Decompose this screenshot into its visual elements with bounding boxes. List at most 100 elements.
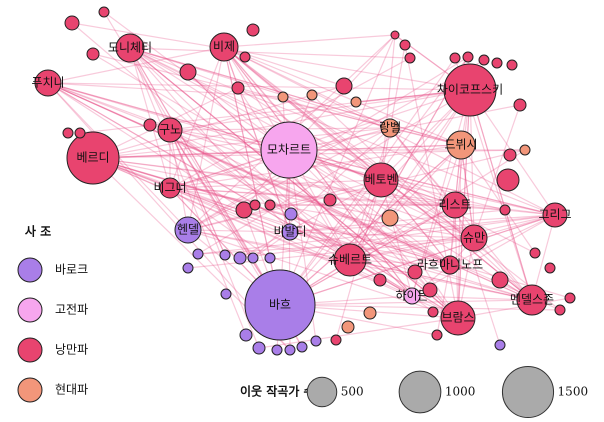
node — [390, 30, 400, 40]
edge — [129, 47, 171, 189]
node — [62, 127, 74, 139]
edge — [279, 214, 556, 306]
edge — [129, 47, 411, 59]
edge — [197, 89, 471, 255]
edge — [47, 82, 475, 239]
node-label: 바흐 — [269, 298, 291, 312]
node-label: 차이코프스키 — [437, 83, 503, 97]
edge — [169, 89, 471, 131]
node — [220, 288, 232, 300]
node — [449, 52, 461, 64]
edge — [129, 47, 290, 151]
edge — [279, 34, 396, 306]
edge — [223, 46, 475, 239]
edge — [169, 129, 451, 266]
edge — [187, 59, 485, 231]
edge — [92, 157, 391, 219]
node — [381, 209, 399, 227]
node — [74, 127, 86, 139]
edge — [169, 129, 189, 231]
node — [440, 300, 476, 336]
node — [460, 224, 488, 252]
edge — [223, 46, 431, 291]
edge — [129, 47, 459, 319]
edge — [47, 82, 245, 211]
legend-swatch — [17, 257, 43, 283]
node — [323, 193, 337, 207]
edge — [92, 85, 345, 159]
edge — [349, 259, 533, 301]
node — [182, 262, 194, 274]
node-label: 드뷔시 — [444, 138, 477, 152]
node — [159, 177, 181, 199]
edge — [349, 204, 456, 261]
node — [260, 121, 318, 179]
edge — [47, 82, 561, 311]
node-label: 하이든 — [395, 289, 428, 303]
edge — [288, 149, 556, 216]
edge — [457, 144, 462, 319]
node — [554, 304, 566, 316]
node — [231, 81, 245, 95]
edge — [187, 237, 475, 269]
edge — [187, 46, 225, 231]
node — [427, 306, 439, 318]
node-label: 비그너 — [153, 181, 186, 195]
edge — [92, 157, 291, 233]
node — [247, 252, 259, 264]
node-label: 라흐마니노프 — [417, 258, 483, 272]
node-label: 비발디 — [273, 225, 306, 239]
node — [491, 271, 509, 289]
node — [277, 91, 289, 103]
edge — [169, 187, 456, 206]
edge — [380, 34, 396, 181]
edge — [449, 214, 556, 266]
edge — [473, 104, 521, 239]
edge — [279, 144, 462, 306]
edge — [389, 127, 475, 239]
node — [350, 96, 362, 108]
edge — [469, 89, 533, 301]
edge — [187, 179, 382, 231]
edge — [187, 229, 291, 233]
edge — [469, 89, 533, 301]
node — [542, 202, 568, 228]
edge — [71, 22, 351, 261]
edge — [169, 187, 271, 259]
node — [363, 306, 377, 320]
node-label: 모차르트 — [267, 143, 311, 157]
edge — [349, 144, 462, 261]
edge — [197, 237, 475, 255]
node — [244, 269, 316, 341]
node — [310, 335, 322, 347]
edge — [169, 187, 351, 261]
edge — [47, 82, 351, 261]
edge — [129, 47, 556, 216]
node — [333, 243, 367, 277]
edge — [288, 149, 556, 216]
edge — [380, 179, 506, 211]
node-label: 구노 — [159, 123, 181, 137]
node-label: 멘델스존 — [510, 293, 554, 307]
node — [341, 320, 355, 334]
node — [503, 148, 517, 162]
node — [264, 252, 276, 264]
edge — [223, 46, 413, 297]
node — [209, 32, 239, 62]
edge — [197, 214, 556, 255]
edge — [169, 129, 260, 349]
node — [64, 15, 80, 31]
node-label: 그리그 — [538, 208, 571, 222]
node — [86, 47, 100, 61]
node — [380, 118, 400, 138]
edge — [460, 144, 475, 239]
edge — [223, 46, 413, 297]
node — [403, 287, 421, 305]
node — [529, 247, 541, 259]
legend-swatch — [17, 297, 43, 323]
node-label: 푸치니 — [31, 76, 64, 90]
edge — [279, 214, 556, 306]
edge — [129, 47, 536, 254]
edge — [129, 47, 171, 131]
